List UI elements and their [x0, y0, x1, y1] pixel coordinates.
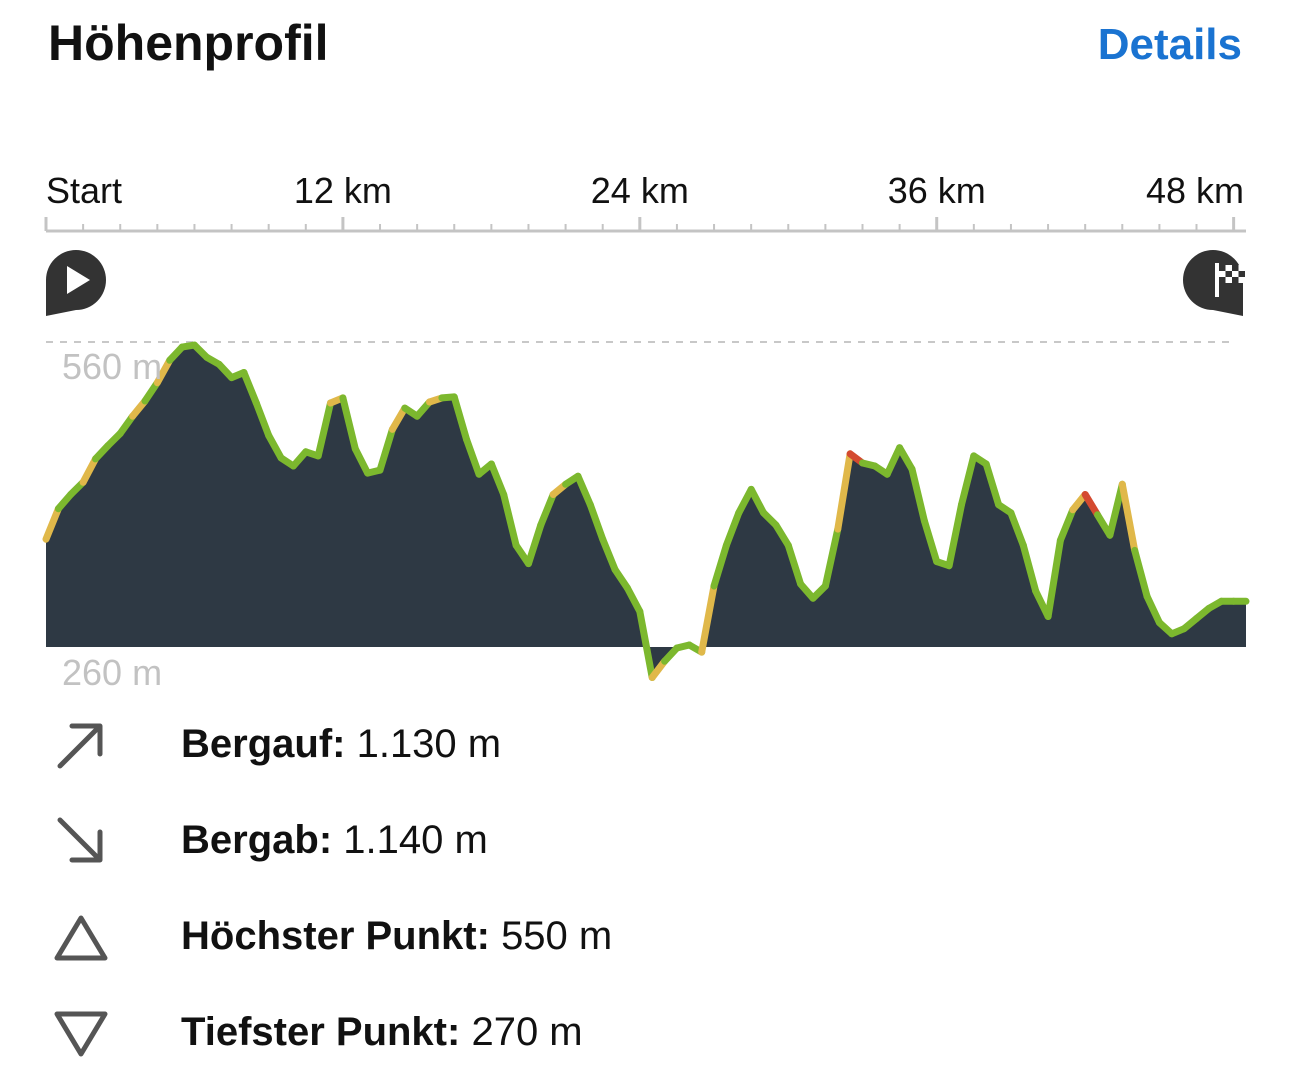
elevation-segment — [500, 491, 520, 549]
elevation-segment — [636, 607, 656, 681]
elevation-segment — [153, 356, 174, 387]
x-tick-label: 12 km — [294, 170, 392, 211]
elevation-segment — [252, 399, 273, 439]
elevation-segment — [784, 541, 805, 588]
x-tick-label: Start — [46, 170, 122, 211]
elevation-area — [46, 345, 1246, 678]
elevation-segment — [958, 452, 978, 509]
page-title: Höhenprofil — [48, 15, 329, 71]
elevation-segment — [376, 425, 396, 474]
finish-marker — [1183, 250, 1245, 316]
y-tick-label: 560 m — [62, 346, 162, 387]
elevation-segment — [599, 535, 619, 574]
elevation-segment — [710, 541, 730, 590]
stat-highest-point: Höchster Punkt: 550 m — [0, 892, 1290, 982]
arrow-up-right-icon — [57, 723, 103, 769]
distance-axis: Start 12 km 24 km 36 km 48 km — [44, 170, 1246, 233]
details-link[interactable]: Details — [1097, 20, 1242, 69]
elevation-segment — [945, 501, 965, 570]
elevation-segment — [896, 444, 916, 473]
elevation-segment — [920, 517, 941, 566]
elevation-segment — [463, 436, 483, 478]
stat-ascent: Bergauf: 1.130 m — [0, 700, 1290, 790]
stat-lowest-point: Tiefster Punkt: 270 m — [0, 988, 1290, 1078]
x-tick-label: 24 km — [591, 170, 689, 211]
elevation-segment — [883, 444, 904, 478]
stat-value: 270 m — [471, 1010, 583, 1054]
elevation-segment — [1118, 480, 1139, 554]
elevation-segment — [908, 465, 928, 525]
elevation-segment — [722, 509, 743, 549]
stat-label: Bergab: — [181, 818, 333, 862]
stat-value: 1.130 m — [356, 722, 502, 766]
elevation-segment — [351, 445, 372, 477]
elevation-labels: 560 m 260 m — [62, 346, 162, 693]
elevation-segment — [525, 521, 545, 568]
elevation-segment — [314, 399, 334, 460]
stat-label: Tiefster Punkt: — [181, 1010, 461, 1054]
elevation-segment — [834, 450, 854, 533]
stat-label: Höchster Punkt: — [181, 914, 490, 958]
elevation-segment — [735, 485, 755, 517]
elevation-segment — [116, 412, 137, 437]
elevation-segment — [1106, 480, 1126, 539]
elevation-segment — [1044, 536, 1064, 620]
elevation-segment — [1081, 491, 1101, 519]
arrow-down-right-icon — [57, 817, 103, 863]
elevation-segment — [1019, 541, 1040, 595]
y-tick-label: 260 m — [62, 652, 162, 693]
start-marker — [46, 250, 106, 316]
elevation-segment — [586, 501, 607, 543]
elevation-segment — [1143, 592, 1163, 627]
elevation-chart[interactable]: Start 12 km 24 km 36 km 48 km 560 m 260 m — [0, 150, 1290, 695]
elevation-segment — [339, 394, 359, 453]
elevation-segment — [1056, 506, 1077, 544]
elevation-segment — [623, 584, 644, 615]
elevation-segment — [537, 491, 557, 529]
stat-value: 550 m — [501, 914, 613, 958]
elevation-line — [42, 341, 1250, 681]
elevation-segment — [240, 369, 260, 407]
elevation-segment — [42, 505, 62, 543]
elevation-segment — [1131, 546, 1151, 600]
x-tick-label: 36 km — [888, 170, 986, 211]
stat-descent: Bergab: 1.140 m — [0, 796, 1290, 886]
triangle-up-icon — [54, 915, 108, 961]
stat-value: 1.140 m — [343, 818, 488, 862]
elevation-segment — [487, 460, 508, 498]
triangle-down-icon — [54, 1011, 108, 1057]
elevation-segment — [821, 525, 842, 590]
elevation-segment — [388, 404, 409, 433]
x-tick-label: 48 km — [1146, 170, 1244, 211]
elevation-segment — [450, 393, 471, 444]
elevation-segment — [265, 432, 285, 462]
elevation-segment — [747, 485, 767, 517]
elevation-segment — [141, 379, 161, 405]
elevation-segment — [1007, 509, 1027, 549]
elevation-segment — [982, 460, 1003, 509]
elevation-segment — [79, 455, 99, 486]
elevation-segment — [611, 566, 631, 592]
elevation-segment — [574, 472, 594, 509]
elevation-segment — [772, 521, 792, 549]
elevation-segment — [698, 582, 718, 656]
stat-label: Bergauf: — [181, 722, 346, 766]
